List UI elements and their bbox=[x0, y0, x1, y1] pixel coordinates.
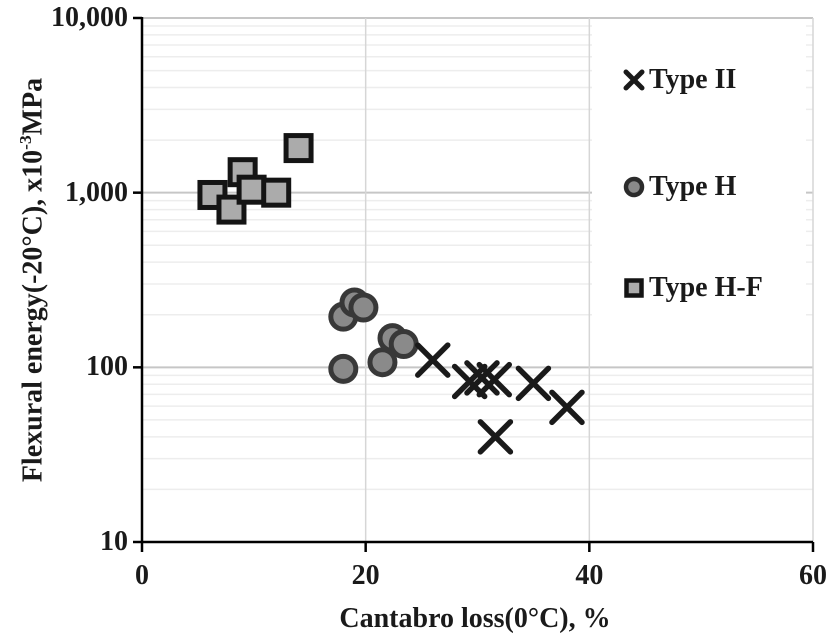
x-tick-label: 40 bbox=[575, 560, 604, 591]
y-tick-label: 10 bbox=[100, 526, 128, 557]
x-marker bbox=[476, 361, 513, 398]
series-type-h-f bbox=[197, 133, 314, 225]
y-tick-label: 100 bbox=[86, 351, 128, 383]
square-marker bbox=[261, 177, 292, 208]
circle-marker bbox=[367, 347, 398, 378]
y-tick-label: 10,000 bbox=[51, 2, 128, 33]
square-marker bbox=[283, 133, 314, 164]
circle-marker bbox=[348, 292, 379, 323]
legend-item-type-ii: Type II bbox=[622, 62, 736, 98]
circle-marker bbox=[328, 353, 359, 384]
y-axis-title: Flexural energy(-20°C), x10-3MPa bbox=[16, 77, 49, 483]
legend: Type II Type H Type H-F bbox=[592, 22, 806, 350]
y-tick-label: 1,000 bbox=[65, 176, 128, 208]
circle-marker-icon bbox=[623, 176, 645, 198]
x-marker bbox=[477, 419, 514, 455]
x-tick-label: 0 bbox=[135, 560, 149, 591]
legend-item-type-h-f: Type H-F bbox=[622, 270, 763, 306]
x-tick-label: 20 bbox=[351, 560, 380, 591]
y-axis-title-superscript: -3 bbox=[16, 135, 35, 150]
legend-label-type-h: Type H bbox=[649, 171, 737, 202]
x-marker bbox=[415, 342, 451, 378]
legend-label-type-h-f: Type H-F bbox=[649, 272, 763, 303]
x-axis-title: Cantabro loss(0°C), % bbox=[339, 603, 611, 634]
x-marker bbox=[464, 360, 500, 396]
x-marker-icon bbox=[623, 69, 645, 91]
circle-marker bbox=[388, 329, 419, 360]
legend-item-type-h: Type H bbox=[622, 169, 736, 205]
square-marker-icon bbox=[624, 278, 644, 298]
square-marker bbox=[236, 174, 267, 205]
x-tick-label: 60 bbox=[799, 560, 827, 591]
series-type-ii bbox=[415, 342, 585, 455]
x-marker bbox=[515, 365, 552, 402]
x-marker bbox=[549, 389, 585, 426]
legend-label-type-ii: Type II bbox=[649, 64, 737, 95]
